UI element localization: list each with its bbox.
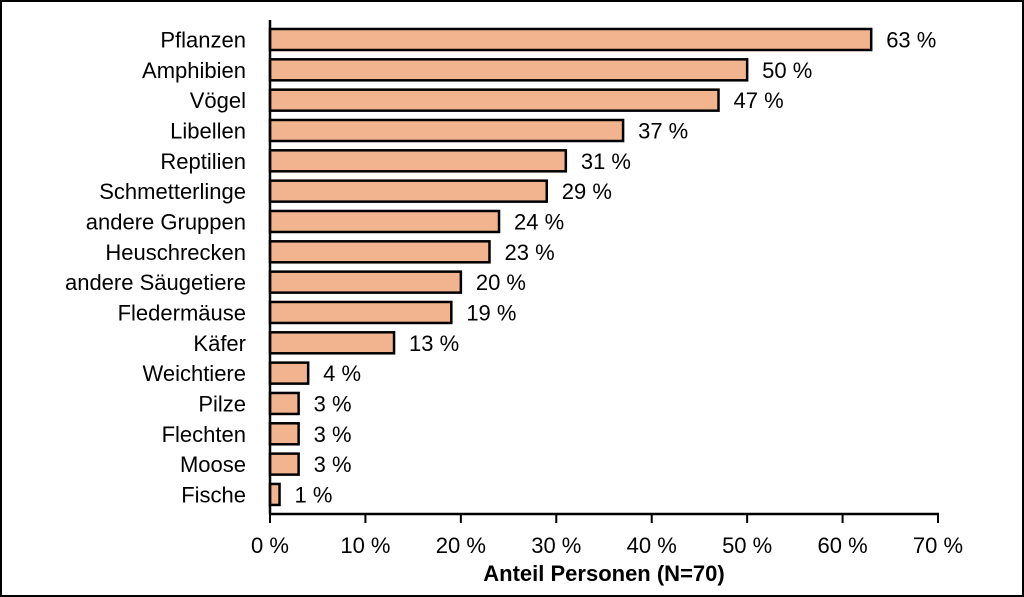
category-label: Libellen	[170, 118, 246, 143]
category-label: Weichtiere	[142, 361, 246, 386]
value-label: 3 %	[314, 422, 352, 447]
value-label: 1 %	[295, 482, 333, 507]
x-tick-label: 50 %	[722, 533, 772, 558]
x-tick-label: 30 %	[531, 533, 581, 558]
bar	[268, 361, 310, 385]
category-label: Fische	[181, 482, 246, 507]
bar	[268, 300, 453, 325]
value-labels: 63 % 50 % 47 % 37 % 31 % 29 % 24 % 23 % 20 % 19 %…	[295, 28, 937, 508]
bar	[268, 452, 300, 476]
bar	[268, 58, 749, 82]
category-label: Heuschrecken	[105, 240, 246, 265]
x-tick-label: 40 %	[627, 533, 677, 558]
value-label: 29 %	[562, 179, 612, 204]
x-axis-title: Anteil Personen (N=70)	[483, 561, 724, 586]
value-label: 24 %	[514, 209, 564, 234]
x-tick-label: 10 %	[340, 533, 390, 558]
value-label: 19 %	[466, 300, 516, 325]
value-label: 50 %	[762, 58, 812, 83]
x-tick-label: 60 %	[817, 533, 867, 558]
category-label: Schmetterlinge	[99, 179, 246, 204]
bar	[268, 118, 625, 143]
x-tick-label: 20 %	[436, 533, 486, 558]
value-label: 3 %	[314, 391, 352, 416]
category-label: Vögel	[190, 88, 246, 113]
category-label: Amphibien	[142, 58, 246, 83]
category-label: Fledermäuse	[118, 300, 246, 325]
bar	[268, 179, 548, 203]
category-label: Pilze	[198, 391, 246, 416]
category-label: Reptilien	[160, 149, 246, 174]
x-tick-label: 70 %	[913, 533, 963, 558]
category-label: Pflanzen	[160, 28, 246, 53]
bar	[268, 482, 281, 507]
value-label: 31 %	[581, 149, 631, 174]
bar	[268, 27, 873, 52]
value-label: 4 %	[323, 361, 361, 386]
bar	[268, 331, 396, 355]
category-label: Flechten	[162, 422, 246, 447]
bar	[268, 88, 720, 112]
category-label: andere Säugetiere	[65, 270, 246, 295]
bar	[268, 209, 501, 234]
value-label: 3 %	[314, 452, 352, 477]
value-label: 47 %	[734, 88, 784, 113]
category-label: andere Gruppen	[86, 209, 246, 234]
value-label: 37 %	[638, 118, 688, 143]
bar	[268, 240, 491, 264]
value-label: 23 %	[504, 240, 554, 265]
category-label: Moose	[180, 452, 246, 477]
value-label: 13 %	[409, 331, 459, 356]
value-label: 63 %	[886, 28, 936, 53]
x-tick-label: 0 %	[251, 533, 289, 558]
bar	[268, 422, 300, 446]
bar	[268, 270, 463, 294]
category-label: Käfer	[193, 331, 246, 356]
bar	[268, 149, 568, 173]
category-labels: Pflanzen Amphibien Vögel Libellen Reptilien S…	[65, 28, 246, 508]
value-label: 20 %	[476, 270, 526, 295]
bar	[268, 391, 300, 416]
x-axis: 0 % 10 % 20 % 30 % 40 % 50 % 60 % 70 %	[251, 20, 963, 558]
